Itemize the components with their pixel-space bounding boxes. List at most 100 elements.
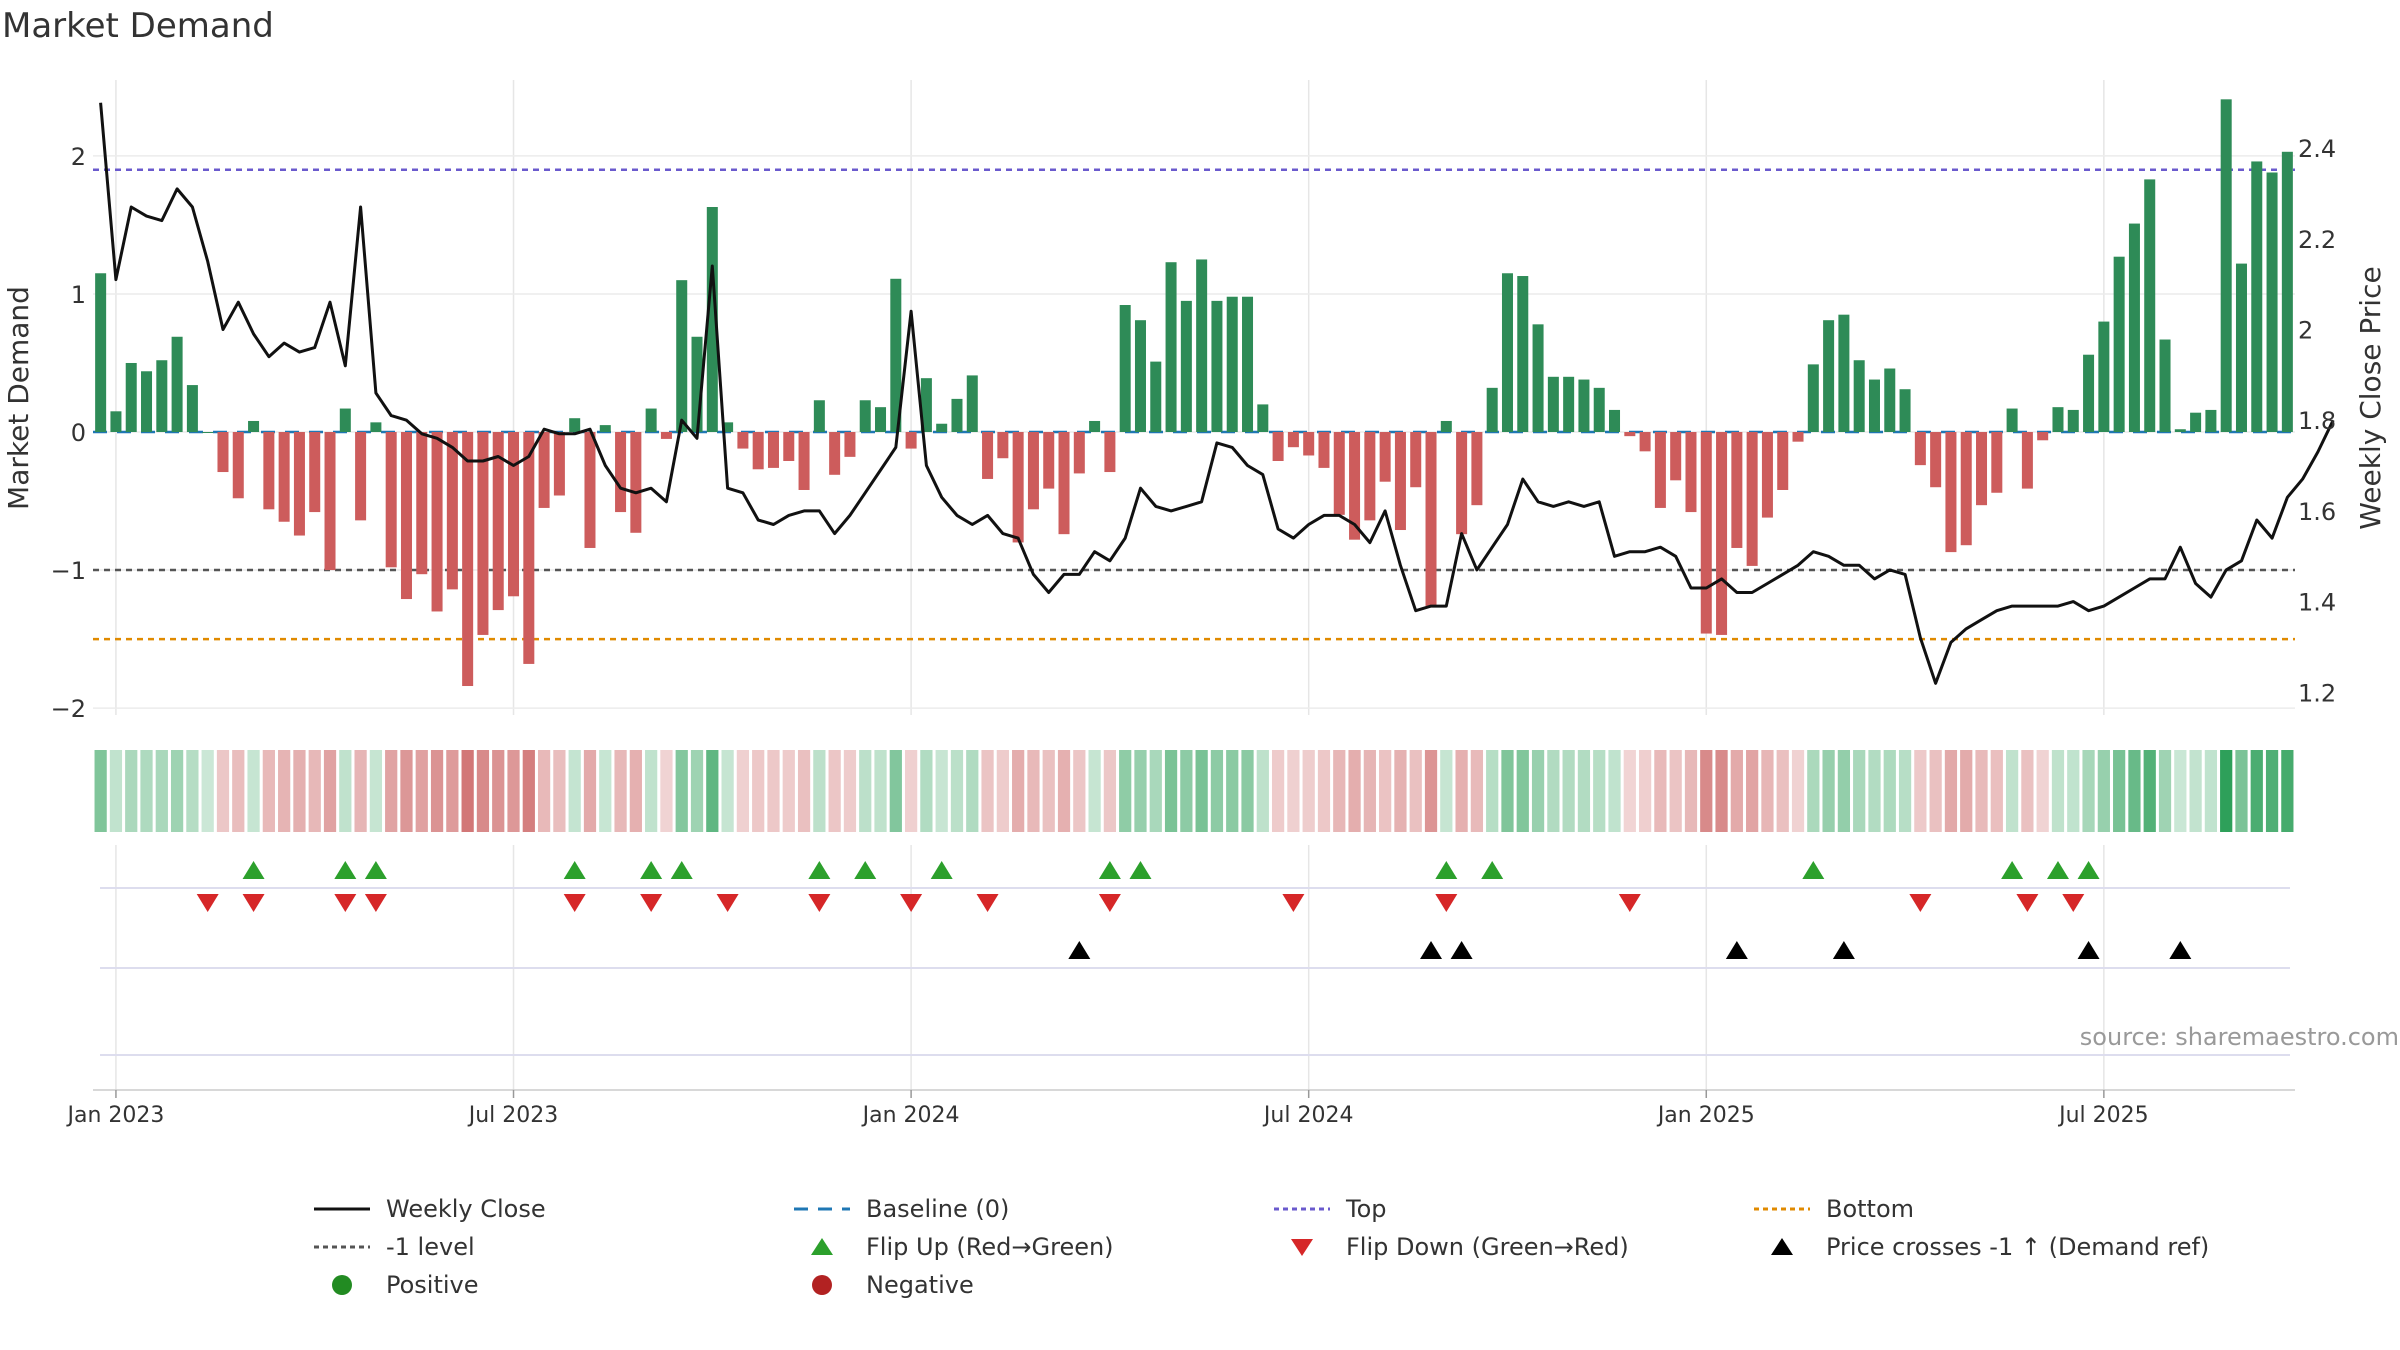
demand-bar <box>538 432 550 508</box>
demand-bar <box>385 432 397 568</box>
demand-bar <box>1226 296 1238 433</box>
demand-bar <box>1180 300 1192 433</box>
demand-bar <box>1211 300 1223 433</box>
heat-cell <box>247 750 260 832</box>
chart-title: Market Demand <box>2 6 274 46</box>
heat-cell <box>278 750 291 832</box>
heat-cell <box>2143 750 2156 832</box>
demand-bar <box>2021 432 2033 489</box>
heat-cell <box>645 750 658 832</box>
legend-circle <box>332 1275 352 1295</box>
legend-label: Bottom <box>1826 1195 1915 1223</box>
demand-bar <box>523 432 535 664</box>
flip-up-marker <box>563 861 586 879</box>
heat-cell <box>675 750 688 832</box>
demand-bar <box>553 432 565 496</box>
heat-cell <box>660 750 673 832</box>
flip-up-marker <box>364 861 387 879</box>
legend-label: Negative <box>866 1271 974 1299</box>
flip-down-marker <box>1618 894 1641 912</box>
demand-bar <box>1884 368 1896 433</box>
demand-bar <box>722 422 734 433</box>
heat-cell <box>1302 750 1315 832</box>
cross-up-marker <box>1068 941 1091 959</box>
heat-cell <box>537 750 551 832</box>
y2-tick-label: 2.2 <box>2298 226 2336 254</box>
flip-up-marker <box>854 861 877 879</box>
demand-bar <box>309 432 321 513</box>
demand-bar <box>1700 432 1712 634</box>
demand-bar <box>2128 223 2140 433</box>
demand-bar <box>1593 387 1605 433</box>
demand-bar <box>508 432 520 597</box>
demand-bar <box>1532 324 1544 433</box>
demand-bar <box>263 432 275 510</box>
heat-cell <box>1807 750 1820 832</box>
flip-down-marker <box>900 894 923 912</box>
demand-bar <box>1868 379 1880 433</box>
demand-bar <box>1134 320 1146 433</box>
flip-down-marker <box>976 894 999 912</box>
heat-cell <box>1486 750 1499 832</box>
legend-item-cross: Price crosses -1 ↑ (Demand ref) <box>1752 1233 2209 1261</box>
demand-bar <box>2159 339 2171 433</box>
heat-cell <box>2235 750 2248 832</box>
cross-up-marker <box>1450 941 1473 959</box>
flip-up-marker <box>808 861 831 879</box>
heat-cell <box>1516 750 1529 832</box>
legend-label: Positive <box>386 1271 479 1299</box>
demand-bar <box>355 432 367 521</box>
heat-cell <box>1944 750 1958 832</box>
heat-cell <box>293 750 306 832</box>
flip-down-marker <box>242 894 265 912</box>
demand-bar <box>737 432 749 449</box>
demand-bar <box>1318 432 1330 468</box>
heat-cell <box>2051 750 2065 832</box>
y-tick-label: 1 <box>71 281 86 309</box>
heat-cell <box>935 750 948 832</box>
demand-bar <box>2006 408 2018 433</box>
y2-tick-label: 1.6 <box>2298 498 2336 526</box>
heat-cell <box>752 750 765 832</box>
heat-cell <box>1531 750 1545 832</box>
demand-bar <box>477 432 489 635</box>
heat-cell <box>2265 750 2279 832</box>
axes: 2 1 0 −1 −2 2.4 2.2 2 1.8 1.6 1.4 1.2 Market Demand W… <box>2 135 2387 1128</box>
y2-axis-label: Weekly Close Price <box>2354 266 2387 529</box>
legend-circle <box>812 1275 832 1295</box>
heat-cell <box>996 750 1009 832</box>
y-tick-label: −1 <box>51 557 86 585</box>
heat-cell <box>1562 750 1575 832</box>
demand-bar <box>278 432 290 522</box>
demand-bar <box>1165 262 1177 433</box>
heat-cell <box>1914 750 1927 832</box>
heat-cell <box>155 750 168 832</box>
heat-cell <box>2097 750 2110 832</box>
flip-up-marker <box>670 861 693 879</box>
heat-cell <box>2036 750 2049 832</box>
heat-cell <box>1868 750 1881 832</box>
heat-cell <box>950 750 964 832</box>
y2-tick-label: 1.2 <box>2298 679 2336 707</box>
x-tick-label: Jan 2024 <box>861 1103 960 1128</box>
heat-cell <box>2067 750 2080 832</box>
heat-cell <box>201 750 214 832</box>
demand-bar <box>2083 354 2095 433</box>
legend-item-negative: Negative <box>792 1271 974 1299</box>
demand-bar <box>1501 273 1513 433</box>
reference-lines <box>93 168 2295 641</box>
heat-cell <box>2281 750 2294 832</box>
demand-bar <box>1150 361 1162 433</box>
y2-tick-label: 1.8 <box>2298 407 2336 435</box>
y-tick-label: 0 <box>71 419 86 447</box>
heat-cell <box>1088 750 1101 832</box>
heat-cell <box>553 750 566 832</box>
demand-bar <box>400 432 412 600</box>
demand-bar <box>982 432 994 479</box>
demand-bar <box>1731 432 1743 548</box>
demand-bar <box>1945 432 1957 553</box>
demand-bar <box>156 360 168 433</box>
flip-up-marker <box>2001 861 2024 879</box>
heat-cell <box>889 750 902 832</box>
legend-label: Price crosses -1 ↑ (Demand ref) <box>1826 1233 2210 1261</box>
